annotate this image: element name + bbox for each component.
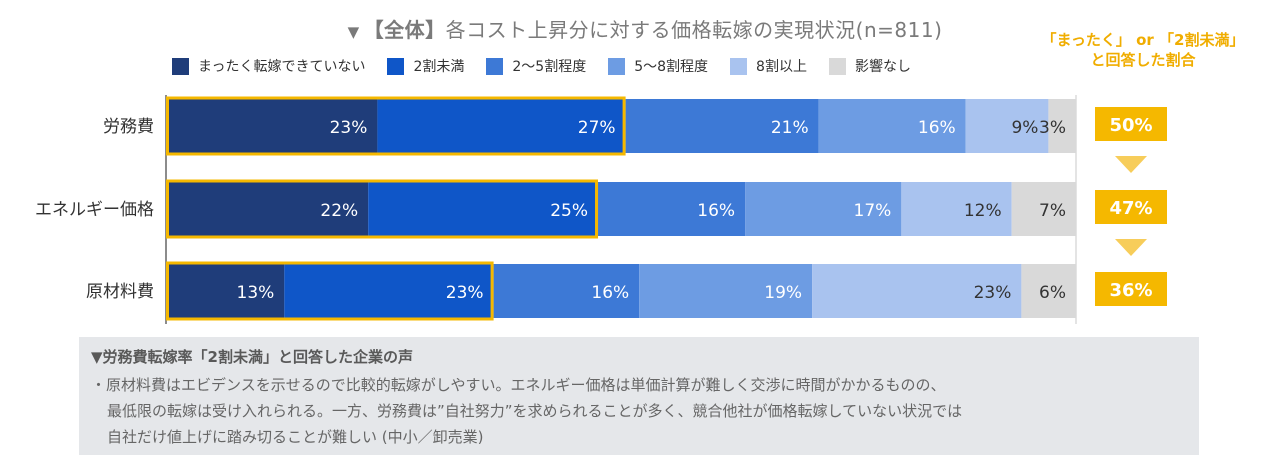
category-label: 労務費 xyxy=(103,117,154,137)
legend-label: 2～5割程度 xyxy=(512,59,587,75)
legend-item: 2～5割程度 xyxy=(486,56,586,76)
bar-segment xyxy=(745,182,902,236)
bar-segment xyxy=(812,264,1022,318)
highlight-frame xyxy=(166,179,599,239)
data-label: 16% xyxy=(918,118,956,138)
legend-label: 5～8割程度 xyxy=(634,59,709,75)
highlight-callout-line1: 「まったく」 or 「2割未満」 xyxy=(1041,31,1245,49)
data-label: 23% xyxy=(974,283,1012,303)
bar-segment xyxy=(1011,182,1076,236)
data-label: 13% xyxy=(237,283,275,303)
data-label: 22% xyxy=(320,201,358,221)
data-label: 21% xyxy=(771,118,809,138)
bar-segment xyxy=(639,264,813,318)
data-label: 23% xyxy=(446,283,484,303)
legend-swatch xyxy=(486,57,504,75)
data-label: 17% xyxy=(854,201,892,221)
company-voice-panel: ▼労務費転嫁率「2割未満」と回答した企業の声 ・原材料費はエビデンスを示せるので… xyxy=(79,337,1199,455)
voice-line-3: 自社だけ値上げに踏み切ることが難しい (中小／卸売業) xyxy=(107,428,484,446)
highlight-value: 36% xyxy=(1109,280,1152,301)
data-label: 7% xyxy=(1039,201,1066,221)
legend-label: 影響なし xyxy=(854,59,911,75)
legend-item: 影響なし xyxy=(828,56,911,76)
legend-label: 2割未満 xyxy=(413,59,465,75)
title-marker: ▼ xyxy=(347,23,360,41)
bar-segment xyxy=(598,182,746,236)
legend-item: 2割未満 xyxy=(387,56,464,76)
chart-title: ▼ 【全体】各コスト上昇分に対する価格転嫁の実現状況(n=811) xyxy=(0,14,1279,43)
voice-line-2: 最低限の転嫁は受け入れられる。一方、労務費は”自社努力”を求められることが多く、… xyxy=(107,402,963,420)
title-scope: 【全体】 xyxy=(363,18,446,42)
highlight-box xyxy=(1095,272,1167,306)
highlight-frame xyxy=(166,261,494,321)
stacked-bar-chart: 労務費 23% 27% 21% 16% 9% 3% 50% エネルギー価格 22% 25% 16% 17… xyxy=(35,95,1167,324)
data-label: 23% xyxy=(330,118,368,138)
data-label: 9% xyxy=(1011,118,1038,138)
data-label: 19% xyxy=(764,283,802,303)
highlight-box xyxy=(1095,107,1167,141)
data-label: 3% xyxy=(1039,118,1066,138)
bar-segment xyxy=(493,264,640,318)
highlight-down-arrow xyxy=(1115,156,1147,173)
bar-segment xyxy=(901,182,1012,236)
legend: まったく転嫁できていない 2割未満 2～5割程度 5～8割程度 8割以上 影響なし xyxy=(172,55,933,77)
legend-label: 8割以上 xyxy=(756,59,807,75)
legend-item: 5～8割程度 xyxy=(608,56,708,76)
bar-segment xyxy=(625,99,819,153)
highlight-down-arrow xyxy=(1115,239,1147,256)
highlight-box xyxy=(1095,190,1167,224)
bar-segment xyxy=(965,99,1049,153)
bar-segment xyxy=(377,99,626,153)
category-label: エネルギー価格 xyxy=(35,200,154,220)
legend-swatch xyxy=(730,57,748,75)
legend-item: まったく転嫁できていない xyxy=(172,56,365,76)
legend-swatch xyxy=(828,57,846,75)
data-label: 27% xyxy=(578,118,616,138)
legend-swatch xyxy=(608,57,626,75)
legend-swatch xyxy=(387,57,405,75)
data-label: 16% xyxy=(697,201,735,221)
data-label: 6% xyxy=(1039,283,1066,303)
category-label: 原材料費 xyxy=(86,282,154,302)
title-text: 各コスト上昇分に対する価格転嫁の実現状況(n=811) xyxy=(445,18,943,42)
bar-segment xyxy=(1021,264,1076,318)
highlight-value: 47% xyxy=(1109,198,1152,219)
voice-title: ▼労務費転嫁率「2割未満」と回答した企業の声 xyxy=(91,348,413,366)
legend-swatch xyxy=(172,57,189,75)
data-label: 25% xyxy=(550,201,588,221)
bar-segment xyxy=(368,182,599,236)
highlight-value: 50% xyxy=(1109,115,1152,136)
bar-segment xyxy=(166,182,369,236)
highlight-callout-line2: と回答した割合 xyxy=(1090,51,1196,69)
bar-segment xyxy=(166,99,378,153)
highlight-callout-title: 「まったく」 or 「2割未満」 と回答した割合 xyxy=(1018,30,1268,70)
bar-segment xyxy=(166,264,285,318)
voice-line-1: ・原材料費はエビデンスを示せるので比較的転嫁がしやすい。エネルギー価格は単価計算… xyxy=(91,376,946,394)
bar-segment xyxy=(284,264,494,318)
bar-segment xyxy=(818,99,966,153)
legend-item: 8割以上 xyxy=(730,56,807,76)
legend-label: まったく転嫁できていない xyxy=(198,59,366,75)
highlight-frame xyxy=(166,96,626,156)
data-label: 12% xyxy=(964,201,1002,221)
data-label: 16% xyxy=(591,283,629,303)
bar-segment xyxy=(1048,99,1076,153)
